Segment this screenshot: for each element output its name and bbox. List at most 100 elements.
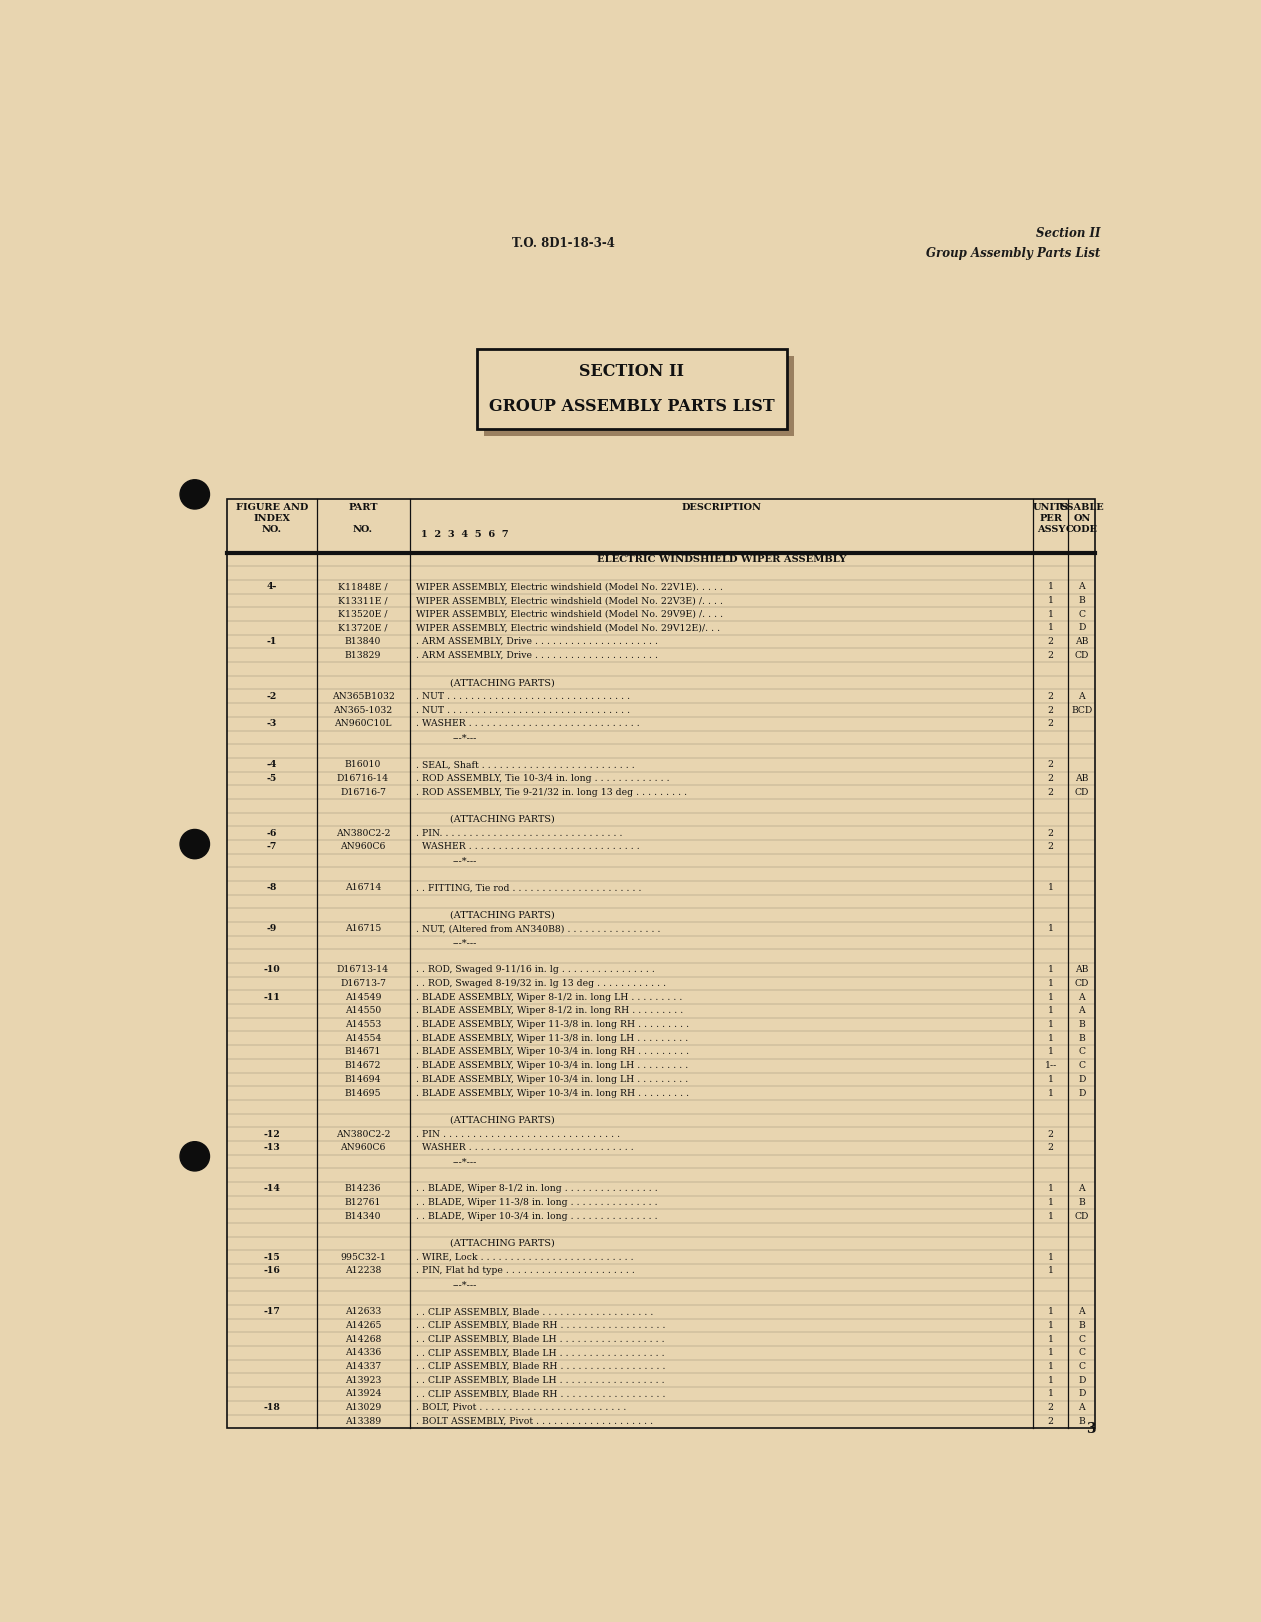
Text: -11: -11 — [264, 993, 280, 1002]
Text: D16716-7: D16716-7 — [340, 788, 386, 796]
Text: A14553: A14553 — [344, 1020, 381, 1028]
Text: AN365B1032: AN365B1032 — [332, 693, 395, 701]
Text: -16: -16 — [264, 1267, 280, 1275]
Text: B12761: B12761 — [344, 1199, 381, 1207]
Text: A: A — [1078, 1184, 1086, 1194]
Text: A14265: A14265 — [344, 1320, 381, 1330]
Bar — [483, 355, 793, 436]
Text: -14: -14 — [264, 1184, 280, 1194]
Text: -2: -2 — [267, 693, 277, 701]
Text: A: A — [1078, 1403, 1086, 1413]
Text: . PIN. . . . . . . . . . . . . . . . . . . . . . . . . . . . . . .: . PIN. . . . . . . . . . . . . . . . . .… — [416, 829, 622, 837]
Text: B: B — [1078, 1418, 1086, 1426]
Text: ---*---: ---*--- — [453, 1156, 477, 1166]
Text: WIPER ASSEMBLY, Electric windshield (Model No. 22V1E). . . . .: WIPER ASSEMBLY, Electric windshield (Mod… — [416, 582, 723, 592]
Text: . WASHER . . . . . . . . . . . . . . . . . . . . . . . . . . . . .: . WASHER . . . . . . . . . . . . . . . .… — [416, 719, 639, 728]
Text: . ARM ASSEMBLY, Drive . . . . . . . . . . . . . . . . . . . . .: . ARM ASSEMBLY, Drive . . . . . . . . . … — [416, 650, 658, 660]
Text: A16714: A16714 — [344, 884, 381, 892]
Text: A: A — [1078, 993, 1086, 1002]
Text: . SEAL, Shaft . . . . . . . . . . . . . . . . . . . . . . . . . .: . SEAL, Shaft . . . . . . . . . . . . . … — [416, 761, 634, 769]
Text: WASHER . . . . . . . . . . . . . . . . . . . . . . . . . . . .: WASHER . . . . . . . . . . . . . . . . .… — [416, 1144, 633, 1152]
Text: CD: CD — [1074, 650, 1090, 660]
Text: -17: -17 — [264, 1307, 280, 1317]
Text: FIGURE AND
INDEX
NO.: FIGURE AND INDEX NO. — [236, 503, 308, 534]
Text: . . CLIP ASSEMBLY, Blade RH . . . . . . . . . . . . . . . . . .: . . CLIP ASSEMBLY, Blade RH . . . . . . … — [416, 1362, 666, 1371]
Text: . . BLADE, Wiper 10-3/4 in. long . . . . . . . . . . . . . . .: . . BLADE, Wiper 10-3/4 in. long . . . .… — [416, 1212, 657, 1221]
Text: AN960C6: AN960C6 — [340, 1144, 386, 1152]
Text: 1: 1 — [1048, 582, 1054, 592]
Text: B14236: B14236 — [344, 1184, 381, 1194]
Text: 1: 1 — [1048, 1033, 1054, 1043]
Text: . . FITTING, Tie rod . . . . . . . . . . . . . . . . . . . . . .: . . FITTING, Tie rod . . . . . . . . . .… — [416, 884, 641, 892]
Text: C: C — [1078, 610, 1086, 618]
Text: A13923: A13923 — [344, 1375, 381, 1385]
Text: . NUT . . . . . . . . . . . . . . . . . . . . . . . . . . . . . . .: . NUT . . . . . . . . . . . . . . . . . … — [416, 693, 629, 701]
Text: . ROD ASSEMBLY, Tie 9-21/32 in. long 13 deg . . . . . . . . .: . ROD ASSEMBLY, Tie 9-21/32 in. long 13 … — [416, 788, 687, 796]
Text: B14671: B14671 — [344, 1048, 381, 1056]
Text: 1: 1 — [1048, 1199, 1054, 1207]
Text: -6: -6 — [267, 829, 277, 837]
Text: 2: 2 — [1048, 706, 1054, 715]
Text: D16716-14: D16716-14 — [337, 774, 390, 783]
Text: 1: 1 — [1048, 1320, 1054, 1330]
Text: ---*---: ---*--- — [453, 856, 477, 865]
Text: . NUT, (Altered from AN340B8) . . . . . . . . . . . . . . . .: . NUT, (Altered from AN340B8) . . . . . … — [416, 925, 661, 933]
Text: B14695: B14695 — [344, 1088, 381, 1098]
Text: Group Assembly Parts List: Group Assembly Parts List — [926, 247, 1100, 260]
Text: 995C32-1: 995C32-1 — [340, 1252, 386, 1262]
Text: . . CLIP ASSEMBLY, Blade LH . . . . . . . . . . . . . . . . . .: . . CLIP ASSEMBLY, Blade LH . . . . . . … — [416, 1348, 665, 1358]
Text: CD: CD — [1074, 788, 1090, 796]
Text: D: D — [1078, 1375, 1086, 1385]
Text: C: C — [1078, 1048, 1086, 1056]
Text: 2: 2 — [1048, 842, 1054, 852]
Text: A14336: A14336 — [344, 1348, 381, 1358]
Text: 2: 2 — [1048, 761, 1054, 769]
Text: B: B — [1078, 595, 1086, 605]
Text: 1: 1 — [1048, 1390, 1054, 1398]
Text: . WIRE, Lock . . . . . . . . . . . . . . . . . . . . . . . . . .: . WIRE, Lock . . . . . . . . . . . . . .… — [416, 1252, 633, 1262]
Text: 1: 1 — [1048, 1348, 1054, 1358]
Text: . BOLT ASSEMBLY, Pivot . . . . . . . . . . . . . . . . . . . .: . BOLT ASSEMBLY, Pivot . . . . . . . . .… — [416, 1418, 653, 1426]
Text: D: D — [1078, 1390, 1086, 1398]
Text: B: B — [1078, 1020, 1086, 1028]
Text: . . BLADE, Wiper 8-1/2 in. long . . . . . . . . . . . . . . . .: . . BLADE, Wiper 8-1/2 in. long . . . . … — [416, 1184, 657, 1194]
Text: -18: -18 — [264, 1403, 280, 1413]
Text: -15: -15 — [264, 1252, 280, 1262]
Text: 1: 1 — [1048, 925, 1054, 933]
Text: 4-: 4- — [267, 582, 277, 592]
Text: UNITS
PER
ASSY: UNITS PER ASSY — [1033, 503, 1069, 534]
Text: -4: -4 — [267, 761, 277, 769]
Text: AN960C6: AN960C6 — [340, 842, 386, 852]
Text: 1: 1 — [1048, 993, 1054, 1002]
Text: (ATTACHING PARTS): (ATTACHING PARTS) — [450, 678, 555, 688]
Text: . . CLIP ASSEMBLY, Blade LH . . . . . . . . . . . . . . . . . .: . . CLIP ASSEMBLY, Blade LH . . . . . . … — [416, 1375, 665, 1385]
Text: . PIN, Flat hd type . . . . . . . . . . . . . . . . . . . . . .: . PIN, Flat hd type . . . . . . . . . . … — [416, 1267, 634, 1275]
Text: AB: AB — [1076, 965, 1088, 975]
Text: 1: 1 — [1048, 1375, 1054, 1385]
Text: ---*---: ---*--- — [453, 1280, 477, 1289]
Text: A14550: A14550 — [344, 1007, 381, 1015]
Circle shape — [180, 1142, 209, 1171]
Text: A: A — [1078, 693, 1086, 701]
Text: 1: 1 — [1048, 1088, 1054, 1098]
Text: D: D — [1078, 1088, 1086, 1098]
Text: 1: 1 — [1048, 623, 1054, 633]
Text: A16715: A16715 — [344, 925, 381, 933]
Text: B13840: B13840 — [344, 637, 381, 646]
Text: -1: -1 — [267, 637, 277, 646]
Text: . BLADE ASSEMBLY, Wiper 8-1/2 in. long RH . . . . . . . . .: . BLADE ASSEMBLY, Wiper 8-1/2 in. long R… — [416, 1007, 683, 1015]
Text: . ROD ASSEMBLY, Tie 10-3/4 in. long . . . . . . . . . . . . .: . ROD ASSEMBLY, Tie 10-3/4 in. long . . … — [416, 774, 670, 783]
Text: B: B — [1078, 1320, 1086, 1330]
Text: -13: -13 — [264, 1144, 280, 1152]
Text: 2: 2 — [1048, 650, 1054, 660]
Text: . . ROD, Swaged 9-11/16 in. lg . . . . . . . . . . . . . . . .: . . ROD, Swaged 9-11/16 in. lg . . . . .… — [416, 965, 654, 975]
Text: PART

NO.: PART NO. — [348, 503, 378, 534]
Text: . BLADE ASSEMBLY, Wiper 10-3/4 in. long LH . . . . . . . . .: . BLADE ASSEMBLY, Wiper 10-3/4 in. long … — [416, 1075, 689, 1083]
Text: 1--: 1-- — [1044, 1061, 1057, 1071]
Text: BCD: BCD — [1071, 706, 1092, 715]
Text: -3: -3 — [267, 719, 277, 728]
Text: . BLADE ASSEMBLY, Wiper 10-3/4 in. long RH . . . . . . . . .: . BLADE ASSEMBLY, Wiper 10-3/4 in. long … — [416, 1048, 689, 1056]
Text: . BLADE ASSEMBLY, Wiper 11-3/8 in. long RH . . . . . . . . .: . BLADE ASSEMBLY, Wiper 11-3/8 in. long … — [416, 1020, 689, 1028]
Text: K13311E /: K13311E / — [338, 595, 388, 605]
Text: ---*---: ---*--- — [453, 938, 477, 947]
